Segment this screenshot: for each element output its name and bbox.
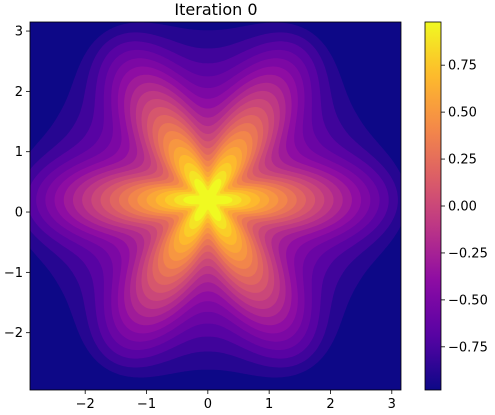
colorbar-tick-label: 0.75: [448, 59, 477, 74]
y-tick-label: 3: [15, 25, 23, 40]
x-tick-label: 3: [388, 397, 396, 412]
colorbar: −0.75 −0.50 −0.25 0.00 0.25 0.50 0.75: [425, 22, 488, 390]
x-tick-label: 0: [204, 397, 212, 412]
colorbar-tick-label: 0.50: [448, 106, 477, 121]
x-axis: −2 −1 0 1 2 3: [76, 390, 396, 412]
colorbar-ticks: −0.75 −0.50 −0.25 0.00 0.25 0.50 0.75: [441, 59, 488, 356]
colorbar-tick-label: −0.25: [448, 246, 488, 261]
x-tick-label: −1: [137, 397, 156, 412]
colorbar-tick-label: 0.00: [448, 200, 477, 215]
y-tick-label: −1: [4, 266, 23, 281]
colorbar-tick-label: −0.50: [448, 293, 488, 308]
y-tick-label: 2: [15, 85, 23, 100]
y-tick-label: 0: [15, 206, 23, 221]
y-axis: −2 −1 0 1 2 3: [4, 25, 30, 342]
plot-area: [9, 22, 408, 390]
x-tick-label: 1: [265, 397, 273, 412]
x-tick-label: 2: [326, 397, 334, 412]
x-tick-label: −2: [76, 397, 95, 412]
colorbar-gradient: [425, 22, 441, 390]
y-tick-label: 1: [15, 145, 23, 160]
colorbar-tick-label: 0.25: [448, 153, 477, 168]
colorbar-tick-label: −0.75: [448, 340, 488, 355]
y-tick-label: −2: [4, 326, 23, 341]
chart-title: Iteration 0: [174, 0, 257, 19]
